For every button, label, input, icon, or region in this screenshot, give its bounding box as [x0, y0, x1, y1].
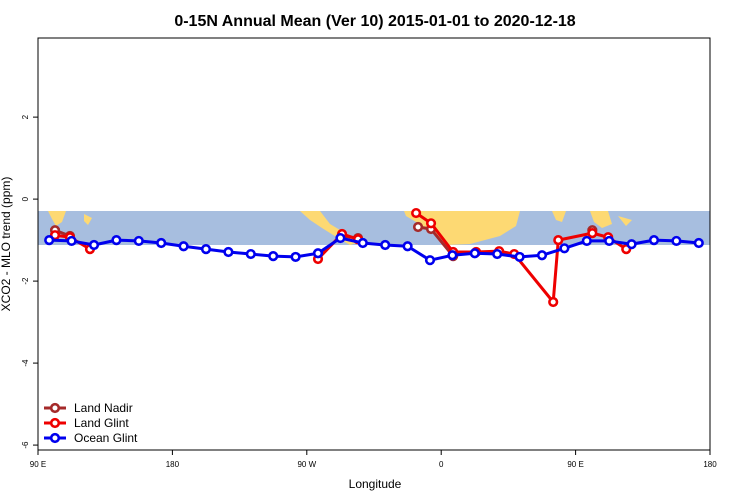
data-point	[156, 237, 167, 249]
land-shape	[552, 211, 566, 222]
data-point	[587, 228, 598, 239]
data-point	[469, 248, 480, 259]
data-point	[425, 218, 437, 229]
data-point	[536, 250, 548, 261]
legend-marker	[49, 417, 61, 429]
data-point	[88, 239, 100, 251]
data-point	[133, 235, 144, 247]
data-point	[411, 207, 422, 219]
data-point	[626, 239, 637, 250]
data-point	[223, 246, 234, 258]
data-point	[335, 232, 346, 244]
land-shape	[84, 214, 92, 225]
data-point	[693, 237, 704, 249]
y-tick-label: -2	[21, 277, 30, 285]
data-point	[548, 296, 559, 308]
data-point	[44, 235, 55, 246]
y-tick-label: 2	[21, 114, 30, 119]
x-tick-label: 180	[703, 460, 717, 469]
y-tick-label: -6	[21, 441, 30, 449]
data-point	[581, 235, 592, 247]
x-tick-label: 90 E	[567, 460, 583, 469]
legend-marker	[49, 432, 61, 444]
x-tick-label: 0	[439, 460, 444, 469]
data-point	[559, 243, 570, 254]
x-tick-label: 90 W	[297, 460, 316, 469]
x-tick-label: 90 E	[30, 460, 46, 469]
legend-label: Ocean Glint	[74, 431, 138, 445]
land-shape	[590, 211, 612, 228]
land-shape	[48, 211, 66, 226]
data-point	[312, 248, 324, 259]
data-point	[268, 250, 279, 262]
map-band	[38, 211, 710, 245]
data-point	[380, 239, 391, 251]
y-tick-label: -4	[21, 359, 30, 367]
data-point	[424, 255, 436, 266]
data-point	[671, 235, 682, 247]
x-tick-label: 180	[166, 460, 180, 469]
data-point	[290, 251, 301, 263]
data-point	[357, 237, 368, 249]
y-axis-label: XCO2 - MLO trend (ppm)	[0, 177, 13, 312]
legend-label: Land Nadir	[74, 401, 133, 415]
data-point	[447, 250, 458, 261]
x-axis-label: Longitude	[349, 477, 402, 491]
data-point	[492, 248, 503, 260]
data-point	[604, 235, 615, 247]
data-point	[245, 248, 256, 260]
data-point	[514, 251, 525, 263]
land-shape	[618, 216, 632, 226]
data-point	[66, 235, 77, 247]
data-point	[412, 221, 424, 233]
data-point	[402, 241, 413, 252]
data-point	[648, 235, 660, 246]
data-point	[553, 235, 564, 246]
data-point	[200, 244, 212, 255]
legend-marker	[49, 402, 61, 414]
legend-label: Land Glint	[74, 416, 129, 430]
chart-title: 0-15N Annual Mean (Ver 10) 2015-01-01 to…	[174, 13, 575, 30]
plot-frame	[37, 37, 711, 451]
data-point	[178, 241, 189, 252]
y-tick-label: 0	[21, 196, 30, 201]
data-point	[111, 235, 122, 246]
